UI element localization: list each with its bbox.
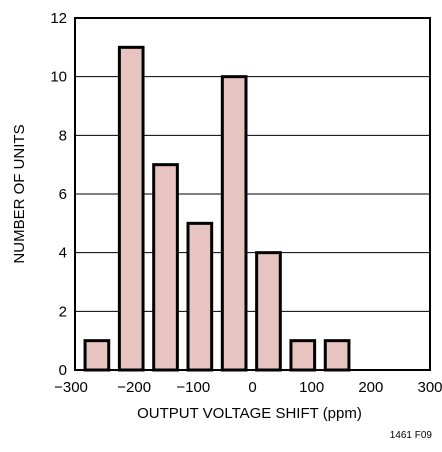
x-tick-labels: −300 −200 −100 0 100 200 300 [54,379,442,396]
figure-id: 1461 F09 [389,430,432,441]
histogram-bar [255,251,282,372]
y-tick-label: 8 [59,127,67,144]
histogram-bar [323,339,351,372]
histogram-bar [289,339,317,372]
y-tick-labels: 0 2 4 6 8 10 12 [50,10,67,379]
histogram-bar [152,163,179,372]
histogram-bar [220,75,248,372]
histogram-bar [117,45,145,372]
y-tick-label: 10 [50,69,67,86]
y-tick-label: 0 [59,362,67,379]
y-axis-title: NUMBER OF UNITS [11,124,28,263]
x-tick-label: 0 [248,379,256,396]
x-tick-label: −100 [176,379,210,396]
histogram-bar [83,339,111,372]
x-tick-label: −300 [54,379,88,396]
x-tick-label: 200 [358,379,383,396]
x-tick-label: 300 [417,379,442,396]
histogram-bar [186,221,214,372]
x-tick-label: 100 [299,379,324,396]
y-tick-label: 2 [59,303,67,320]
y-tick-label: 12 [50,10,67,27]
plot-frame [74,17,431,371]
x-axis-title: OUTPUT VOLTAGE SHIFT (ppm) [137,405,362,422]
bars-group [83,45,351,372]
y-tick-label: 6 [59,186,67,203]
x-tick-label: −200 [117,379,151,396]
y-tick-label: 4 [59,245,67,262]
